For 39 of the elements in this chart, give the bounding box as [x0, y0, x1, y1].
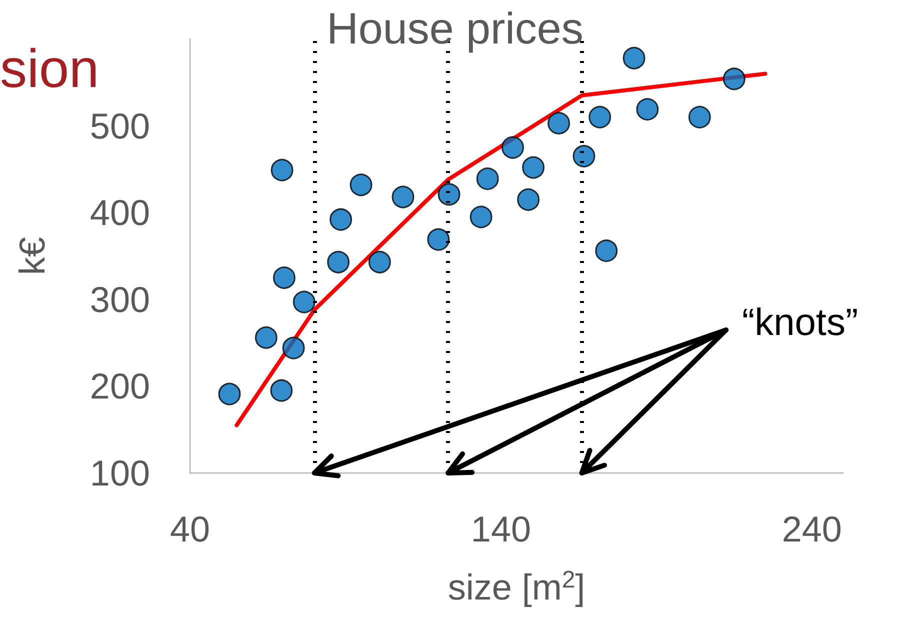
point — [270, 158, 294, 182]
point — [427, 228, 450, 251]
point — [282, 336, 305, 360]
point — [392, 186, 414, 208]
point — [517, 188, 540, 211]
y-axis-title: k€ — [12, 236, 52, 276]
point — [438, 183, 460, 206]
point — [368, 250, 391, 274]
point — [572, 144, 596, 168]
point — [595, 240, 618, 262]
point — [688, 106, 711, 128]
point — [330, 208, 352, 231]
point — [350, 174, 372, 196]
point — [548, 112, 570, 134]
point — [270, 379, 293, 402]
point — [588, 106, 612, 128]
point — [327, 250, 350, 274]
y-tick-label: 100 — [90, 452, 150, 494]
point — [476, 168, 499, 190]
point — [502, 136, 524, 159]
point — [254, 326, 278, 349]
y-tick-label: 200 — [90, 366, 150, 407]
point — [218, 382, 241, 406]
chart-title: House prices — [326, 4, 584, 54]
point — [522, 156, 545, 179]
y-tick-label: 300 — [90, 278, 150, 320]
text: sion — [0, 38, 100, 100]
point — [272, 266, 296, 289]
point — [722, 68, 746, 90]
annotation: “knots” — [742, 302, 858, 345]
point — [636, 98, 659, 121]
x-tick-label: 240 — [782, 508, 842, 550]
x-tick-label: 40 — [170, 508, 210, 550]
y-tick-label: 500 — [90, 105, 150, 146]
point — [470, 206, 492, 228]
x-tick-label: 140 — [470, 508, 531, 550]
y-tick-label: 400 — [90, 192, 150, 234]
point — [622, 46, 646, 70]
point — [292, 290, 316, 314]
